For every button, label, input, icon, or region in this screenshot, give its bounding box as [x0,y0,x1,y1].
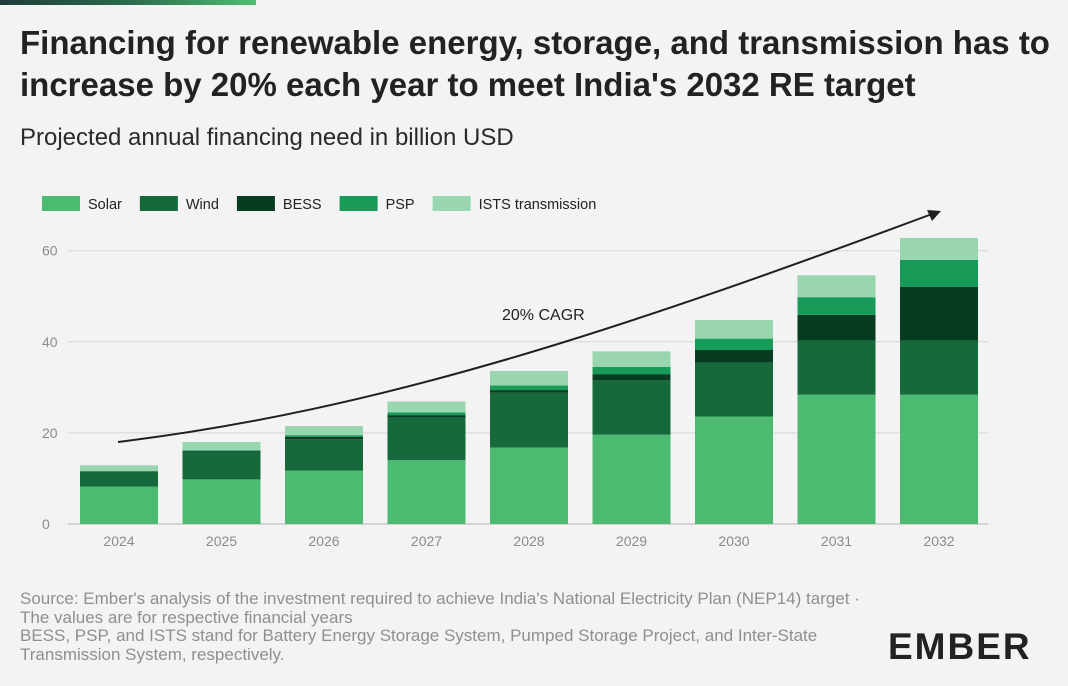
bar-segment-psp [285,435,363,437]
legend-label: ISTS transmission [479,197,597,213]
chart-title: Financing for renewable energy, storage,… [20,24,1050,103]
cagr-annotation: 20% CAGR [117,210,941,443]
bar-segment-solar [387,460,466,524]
bar-segment-solar [592,434,671,524]
bar-segment-bess [695,349,773,363]
bar-segment-wind [182,452,261,480]
cagr-arrow [117,213,933,443]
cagr-label: 20% CAGR [502,307,585,324]
cagr-arrowhead [927,210,941,221]
bar-segment-bess [182,451,261,453]
bar-segment-bess [592,374,671,381]
legend-label: Wind [186,197,219,213]
bar-segment-ists-transmission [387,401,466,413]
bar-segment-solar [797,394,876,524]
bar-segment-ists-transmission [80,465,158,472]
bar-segment-bess [490,390,568,393]
bar-segment-bess [387,415,466,418]
x-tick-label: 2030 [718,533,749,549]
bar-segment-psp [182,450,261,452]
bar-segment-wind [285,439,363,471]
chart-legend: Solar Wind BESS PSP ISTS transmission [42,196,596,213]
bar-segment-wind [695,362,773,417]
bar-segment-solar [182,479,261,524]
y-tick-label: 60 [42,243,58,259]
legend-swatch [139,196,178,211]
legend-swatch [236,196,275,211]
bar-segment-bess [797,314,876,341]
ember-logo: EMBER [888,626,1032,667]
y-tick-label: 0 [42,516,50,532]
bar-segment-wind [797,340,876,395]
footnote: Source: Ember's analysis of the investme… [20,589,880,664]
x-tick-label: 2027 [411,533,442,549]
bar-segment-ists-transmission [592,351,671,367]
x-tick-label: 2032 [923,533,954,549]
legend-label: BESS [283,197,322,213]
bar-segment-ists-transmission [285,426,363,436]
bar-segment-ists-transmission [695,319,773,339]
bar-segment-ists-transmission [182,442,261,451]
chart-subtitle: Projected annual financing need in billi… [20,124,514,151]
legend-swatch [432,196,471,211]
x-tick-label: 2024 [103,533,134,549]
abbreviation-note: BESS, PSP, and ISTS stand for Battery En… [20,626,818,664]
bar-segment-solar [695,416,773,524]
bar-segment-solar [285,470,363,524]
bar-segment-ists-transmission [490,370,568,386]
bar-segment-bess [285,436,363,440]
bar-segment-psp [387,412,466,416]
bar-segment-bess [900,286,978,341]
x-tick-label: 2025 [206,533,237,549]
x-axis-ticks: 2024 2025 2026 2027 2028 2029 2030 2031 2032 [103,533,954,549]
legend-swatch [42,196,80,211]
bar-segment-wind [592,380,671,435]
bar-segment-solar [900,394,978,524]
source-text: Source: Ember's analysis of the investme… [20,589,860,627]
y-tick-label: 20 [42,425,58,441]
bar-segment-psp [592,366,671,375]
y-tick-label: 40 [42,334,58,350]
bar-segment-psp [900,259,978,287]
bar-segment-wind [80,471,158,487]
bar-segment-ists-transmission [797,275,876,298]
bar-segment-solar [80,486,158,524]
x-tick-label: 2029 [616,533,647,549]
x-tick-label: 2031 [821,533,852,549]
legend-label: Solar [88,197,122,213]
brand-accent-bar [0,0,256,5]
bar-segment-psp [797,297,876,315]
x-tick-label: 2028 [513,533,544,549]
legend-label: PSP [386,197,415,213]
bar-segment-solar [490,447,568,524]
bar-segment-psp [695,338,773,350]
chart-bars [80,237,978,524]
bar-segment-psp [490,385,568,391]
legend-swatch [339,196,378,211]
bar-segment-wind [900,340,978,395]
bar-segment-wind [387,417,466,461]
bar-segment-wind [490,392,568,448]
x-tick-label: 2026 [308,533,339,549]
bar-segment-ists-transmission [900,237,978,260]
